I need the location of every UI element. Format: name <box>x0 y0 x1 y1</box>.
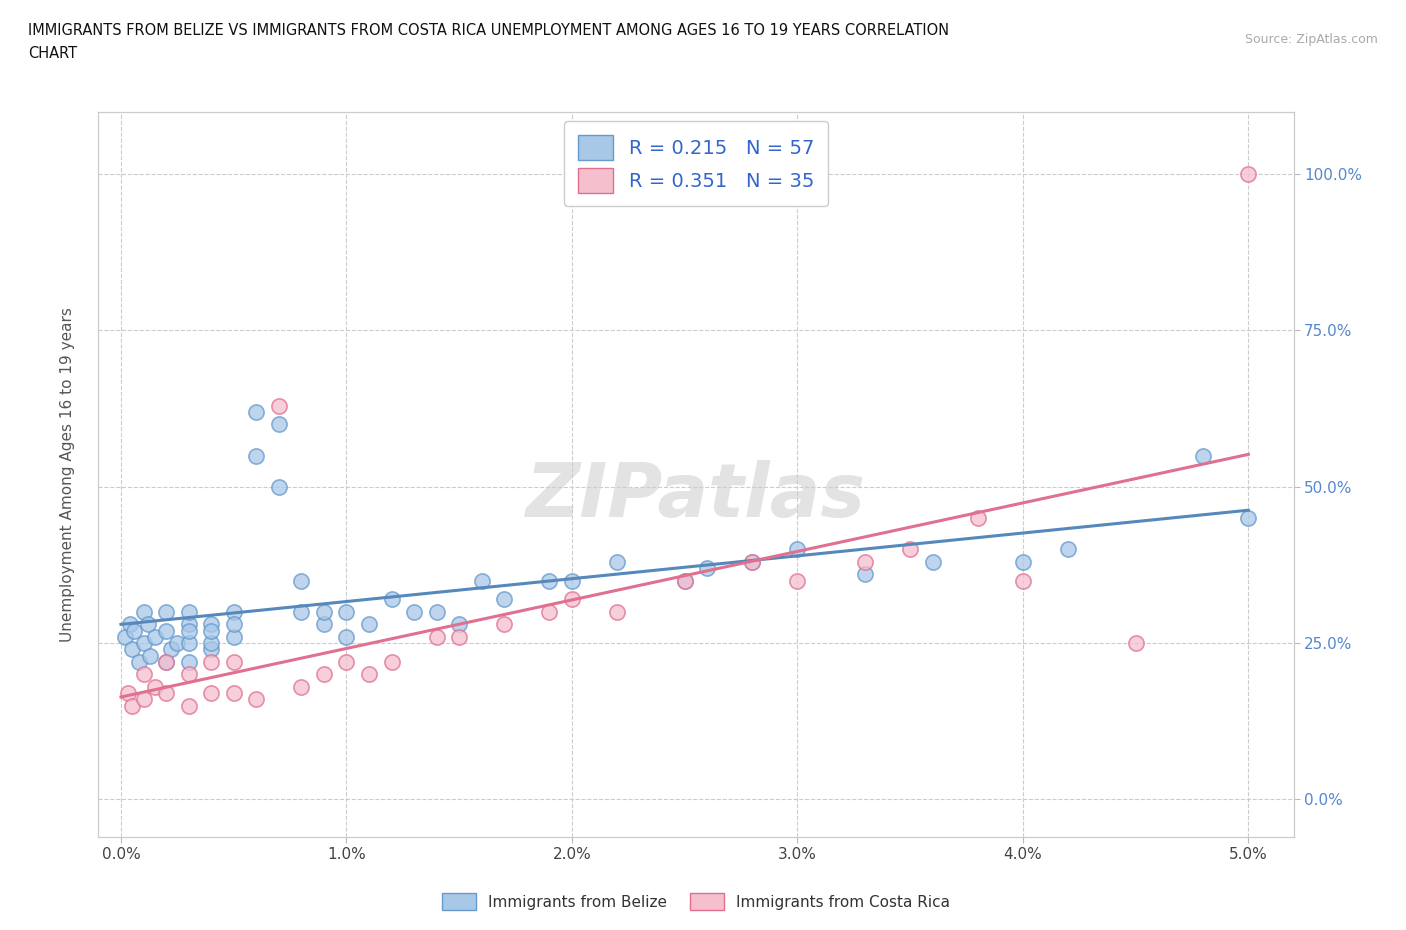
Point <box>1125 636 1147 651</box>
Point <box>1057 542 1080 557</box>
Point <box>155 655 177 670</box>
Point <box>1012 554 1035 569</box>
Point <box>853 554 876 569</box>
Point <box>177 655 200 670</box>
Legend: Immigrants from Belize, Immigrants from Costa Rica: Immigrants from Belize, Immigrants from … <box>436 886 956 916</box>
Point <box>132 636 155 651</box>
Point <box>200 623 222 638</box>
Point <box>118 617 141 631</box>
Point <box>312 604 335 619</box>
Point <box>222 604 245 619</box>
Point <box>128 655 150 670</box>
Point <box>290 680 312 695</box>
Point <box>132 692 155 707</box>
Point <box>245 405 267 419</box>
Point <box>853 567 876 582</box>
Text: CHART: CHART <box>28 46 77 61</box>
Point <box>290 604 312 619</box>
Point <box>177 617 200 631</box>
Point <box>426 604 449 619</box>
Point <box>222 685 245 700</box>
Point <box>494 591 516 606</box>
Point <box>538 604 561 619</box>
Point <box>166 636 188 651</box>
Point <box>117 685 139 700</box>
Point <box>741 554 763 569</box>
Point <box>335 604 357 619</box>
Point <box>1012 573 1035 588</box>
Point <box>380 591 402 606</box>
Point <box>139 648 162 663</box>
Point <box>177 636 200 651</box>
Point <box>561 591 583 606</box>
Point <box>380 655 402 670</box>
Point <box>561 573 583 588</box>
Point <box>312 667 335 682</box>
Point <box>449 630 471 644</box>
Point <box>200 655 222 670</box>
Point <box>1192 448 1215 463</box>
Point <box>143 630 166 644</box>
Point <box>786 573 808 588</box>
Point <box>267 479 290 494</box>
Point <box>222 655 245 670</box>
Text: IMMIGRANTS FROM BELIZE VS IMMIGRANTS FROM COSTA RICA UNEMPLOYMENT AMONG AGES 16 : IMMIGRANTS FROM BELIZE VS IMMIGRANTS FRO… <box>28 23 949 38</box>
Point <box>921 554 943 569</box>
Point <box>357 617 380 631</box>
Point <box>114 630 136 644</box>
Point <box>673 573 696 588</box>
Point <box>471 573 494 588</box>
Point <box>132 667 155 682</box>
Point <box>898 542 921 557</box>
Point <box>177 623 200 638</box>
Point <box>132 604 155 619</box>
Point <box>121 698 143 713</box>
Point <box>155 685 177 700</box>
Point <box>222 617 245 631</box>
Point <box>177 667 200 682</box>
Point <box>136 617 159 631</box>
Point <box>200 617 222 631</box>
Point <box>267 417 290 432</box>
Text: Source: ZipAtlas.com: Source: ZipAtlas.com <box>1244 33 1378 46</box>
Point <box>155 604 177 619</box>
Point <box>606 554 628 569</box>
Point <box>426 630 449 644</box>
Point <box>159 642 181 657</box>
Point <box>155 623 177 638</box>
Point <box>200 685 222 700</box>
Point <box>267 398 290 413</box>
Point <box>143 680 166 695</box>
Point <box>1237 166 1260 181</box>
Point <box>606 604 628 619</box>
Point <box>357 667 380 682</box>
Point <box>121 642 143 657</box>
Point <box>494 617 516 631</box>
Point <box>124 623 146 638</box>
Point <box>741 554 763 569</box>
Point <box>312 617 335 631</box>
Text: ZIPatlas: ZIPatlas <box>526 459 866 533</box>
Point <box>200 636 222 651</box>
Point <box>966 511 988 525</box>
Point <box>696 561 718 576</box>
Point <box>449 617 471 631</box>
Point <box>200 642 222 657</box>
Point <box>290 573 312 588</box>
Point <box>673 573 696 588</box>
Point <box>245 692 267 707</box>
Point <box>155 655 177 670</box>
Point <box>335 655 357 670</box>
Point <box>404 604 426 619</box>
Point <box>1237 511 1260 525</box>
Point <box>538 573 561 588</box>
Point <box>786 542 808 557</box>
Y-axis label: Unemployment Among Ages 16 to 19 years: Unemployment Among Ages 16 to 19 years <box>60 307 75 642</box>
Point <box>245 448 267 463</box>
Point <box>177 604 200 619</box>
Point <box>177 698 200 713</box>
Point <box>335 630 357 644</box>
Point <box>222 630 245 644</box>
